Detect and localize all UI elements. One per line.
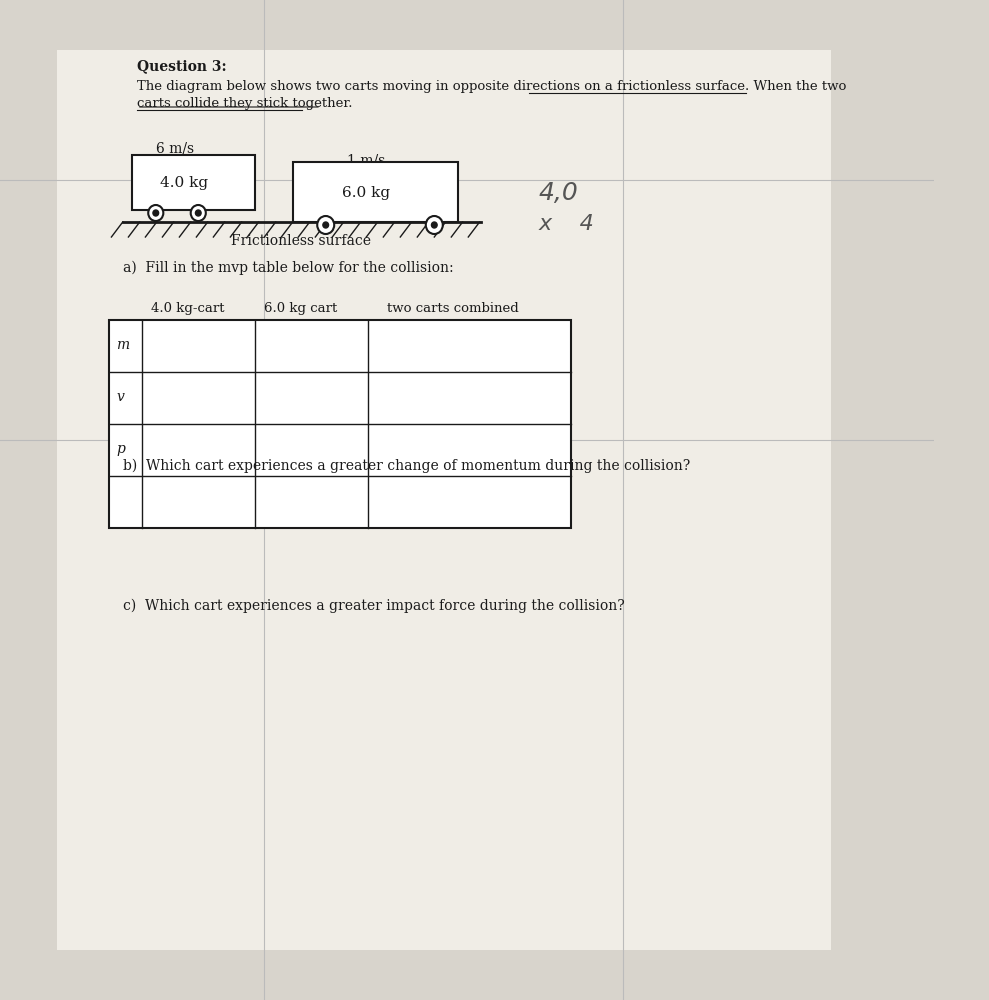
Text: 4.0 kg: 4.0 kg [160, 176, 209, 190]
Bar [56, 50, 831, 950]
Text: carts collide they stick together.: carts collide they stick together. [136, 97, 352, 110]
Circle shape [426, 216, 443, 234]
Text: Frictionless surface: Frictionless surface [231, 234, 371, 248]
Circle shape [322, 222, 328, 228]
Text: v: v [116, 390, 124, 404]
Text: 6 m/s: 6 m/s [156, 142, 194, 156]
Text: x    4: x 4 [538, 214, 593, 234]
Text: two carts combined: two carts combined [387, 302, 519, 315]
Bar [133, 155, 255, 210]
Text: 1 m/s: 1 m/s [347, 154, 386, 168]
Text: p: p [116, 442, 125, 456]
Circle shape [191, 205, 206, 221]
Circle shape [148, 205, 163, 221]
Text: 6.0 kg cart: 6.0 kg cart [264, 302, 337, 315]
Text: The diagram below shows two carts moving in opposite directions on a frictionles: The diagram below shows two carts moving… [136, 80, 847, 93]
Text: b)  Which cart experiences a greater change of momentum during the collision?: b) Which cart experiences a greater chan… [123, 459, 690, 473]
Circle shape [196, 210, 201, 216]
Circle shape [317, 216, 334, 234]
Bar [109, 320, 572, 528]
Text: Question 3:: Question 3: [136, 59, 226, 73]
Text: c)  Which cart experiences a greater impact force during the collision?: c) Which cart experiences a greater impa… [123, 599, 624, 613]
Circle shape [153, 210, 158, 216]
Text: a)  Fill in the mvp table below for the collision:: a) Fill in the mvp table below for the c… [123, 261, 453, 275]
Text: m: m [116, 338, 130, 352]
Text: 4.0 kg-cart: 4.0 kg-cart [151, 302, 225, 315]
Text: 6.0 kg: 6.0 kg [342, 186, 390, 200]
Bar [293, 162, 458, 222]
Text: 4,0: 4,0 [538, 181, 578, 205]
Circle shape [431, 222, 437, 228]
